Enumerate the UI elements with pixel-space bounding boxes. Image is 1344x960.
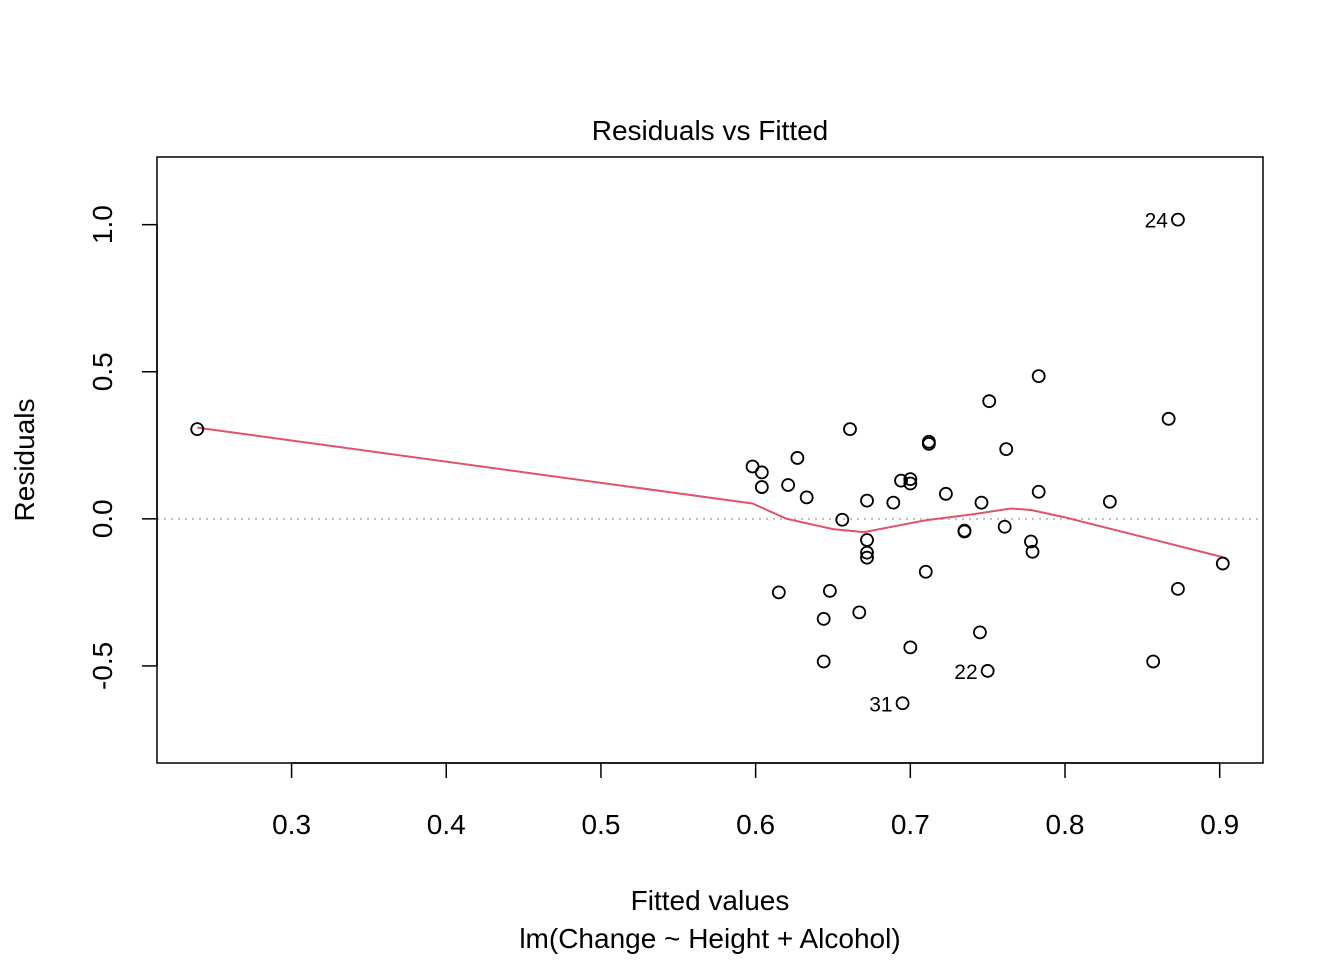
data-point [1171,581,1185,596]
data-point [1161,411,1176,426]
data-point [957,524,972,539]
y-tick-label: 0.0 [87,499,118,538]
data-point [1025,544,1040,559]
data-point [974,495,989,510]
data-point [790,451,805,465]
data-point [895,696,910,711]
data-point [997,519,1012,534]
data-point [903,472,918,487]
data-point [982,394,997,409]
data-point [754,465,769,480]
data-point [816,611,831,626]
y-tick-label: 0.5 [87,352,118,391]
data-point [843,422,857,437]
smooth-line [197,426,1224,559]
y-tick-label: 1.0 [87,205,118,244]
data-point [771,585,786,600]
data-point [860,545,874,560]
data-point [918,564,933,579]
chart-title: Residuals vs Fitted [592,115,829,146]
plot-frame [156,156,1264,764]
data-point [999,442,1014,457]
data-point [1146,654,1161,669]
data-point [835,512,850,527]
data-point [860,550,874,565]
data-point [973,625,987,640]
point-label-22: 22 [954,661,977,684]
data-point [1171,212,1185,227]
point-label-31: 31 [869,693,892,716]
x-tick-label: 0.6 [736,809,775,840]
data-point [190,422,205,437]
data-point [980,664,995,678]
y-tick-label: -0.5 [87,642,118,690]
data-point [894,473,908,488]
data-point [822,584,837,598]
data-point [860,493,874,508]
data-point [1031,369,1046,384]
data-point [860,533,874,547]
data-point [886,495,901,510]
x-axis-subtitle: lm(Change ~ Height + Alcohol) [519,923,900,954]
data-point [903,476,918,491]
x-axis-label: Fitted values [631,885,790,916]
data-point [938,486,953,501]
data-point [781,478,796,492]
data-point [816,654,831,669]
data-point [921,436,936,451]
data-point [1215,556,1230,571]
x-tick-label: 0.5 [581,809,620,840]
data-point [1031,484,1046,499]
point-label-24: 24 [1145,210,1169,233]
plot-area: 31 22 24 0.3 0.4 0.5 0.6 0.7 0.8 0.9 -0.5 0.0 0.5 1.0 [87,156,1264,840]
data-point [754,480,769,494]
data-point [1024,534,1038,549]
data-point [1102,494,1117,509]
x-tick-label: 0.4 [427,809,466,840]
data-point [903,640,918,655]
x-tick-label: 0.9 [1200,809,1239,840]
y-axis-label: Residuals [9,399,40,522]
x-tick-label: 0.8 [1046,809,1085,840]
data-point [799,490,814,505]
data-point [852,605,867,620]
x-tick-label: 0.3 [272,809,311,840]
x-tick-label: 0.7 [891,809,930,840]
